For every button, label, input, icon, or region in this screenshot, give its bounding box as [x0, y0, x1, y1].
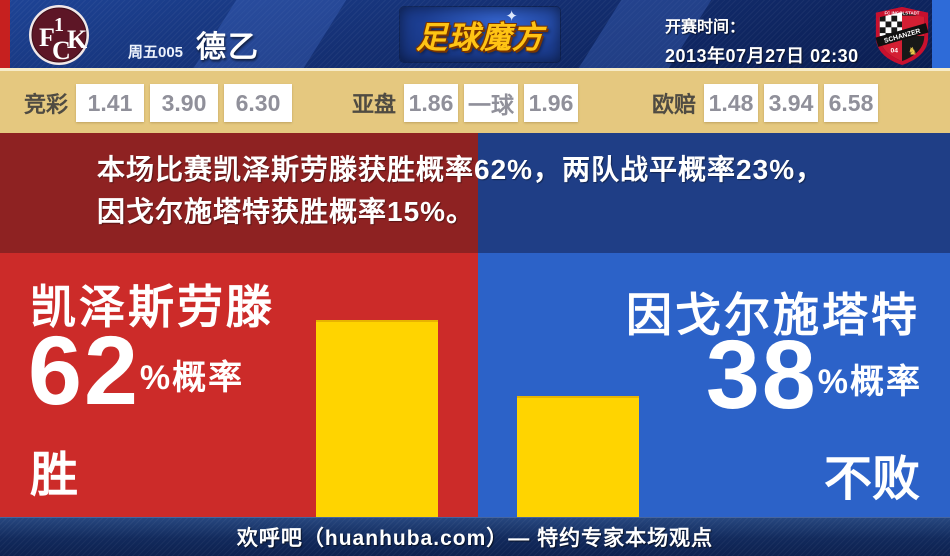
home-team-logo-icon: F 1 C K	[29, 5, 89, 65]
match-info: 周五005 德乙	[128, 22, 260, 66]
odds-group-oupei: 欧赔 1.48 3.94 6.58	[652, 84, 884, 122]
kickoff-time: 2013年07月27日 02:30	[665, 46, 859, 66]
odds-value-euro-away[interactable]: 6.58	[824, 84, 879, 122]
svg-text:K: K	[67, 25, 88, 54]
svg-text:FC INGOLSTADT: FC INGOLSTADT	[885, 11, 920, 16]
kickoff-info: 开赛时间： 2013年07月27日 02:30	[665, 13, 859, 68]
odds-label-oupei: 欧赔	[652, 92, 697, 117]
odds-value-euro-home[interactable]: 1.48	[704, 84, 759, 122]
away-color-stripe	[932, 0, 950, 68]
summary-band-home-bg	[0, 133, 478, 253]
home-percent-value: 62	[28, 316, 140, 425]
odds-value-home-win[interactable]: 1.41	[76, 84, 145, 122]
svg-text:1: 1	[54, 14, 64, 36]
odds-value-handicap-home[interactable]: 1.86	[404, 84, 459, 122]
brand-logo: ✦ 足球魔方	[400, 7, 560, 62]
odds-value-handicap-away[interactable]: 1.96	[524, 84, 579, 122]
probability-summary-band: 本场比赛凯泽斯劳滕获胜概率62%，两队战平概率23%， 因戈尔施塔特获胜概率15…	[0, 133, 950, 253]
prediction-panel: 凯泽斯劳滕 62 %概率 胜 因戈尔施塔特 38 %概率 不败	[0, 253, 950, 517]
probability-summary-text: 本场比赛凯泽斯劳滕获胜概率62%，两队战平概率23%， 因戈尔施塔特获胜概率15…	[97, 149, 927, 233]
league-name: 德乙	[196, 31, 261, 64]
odds-value-euro-draw[interactable]: 3.94	[764, 84, 819, 122]
away-probability-bar	[517, 396, 639, 517]
home-probability: 62 %概率	[28, 316, 245, 425]
home-outcome-label: 胜	[30, 449, 79, 502]
odds-value-away-win[interactable]: 6.30	[224, 84, 293, 122]
odds-label-jingcai: 竞彩	[24, 92, 69, 117]
odds-value-draw[interactable]: 3.90	[150, 84, 219, 122]
home-probability-bar	[316, 320, 438, 517]
home-color-stripe	[0, 0, 10, 68]
svg-text:♞: ♞	[908, 45, 918, 57]
summary-line-1: 本场比赛凯泽斯劳滕获胜概率62%，两队战平概率23%，	[97, 154, 825, 185]
svg-text:F: F	[39, 23, 55, 52]
kickoff-label: 开赛时间：	[665, 19, 746, 36]
header: F 1 C K 周五005 德乙 ✦ 足球魔方 开赛时间： 2013年07月27…	[0, 0, 950, 68]
footer: 欢呼吧（huanhuba.com）— 特约专家本场观点	[0, 517, 950, 556]
away-probability: 38 %概率	[705, 320, 922, 429]
away-percent-value: 38	[705, 320, 818, 429]
away-percent-suffix: %概率	[817, 362, 922, 401]
away-outcome-label: 不败	[823, 453, 920, 506]
odds-group-yapan: 亚盘 1.86 一球 1.96	[352, 84, 584, 122]
svg-text:04: 04	[890, 47, 898, 54]
home-team-name: 凯泽斯劳滕	[30, 281, 275, 333]
match-number: 周五005	[128, 44, 184, 61]
away-team-logo-icon: SCHANZER FC INGOLSTADT 04 ♞	[875, 6, 929, 66]
summary-band-away-bg	[478, 133, 950, 253]
sparkle-icon: ✦	[505, 8, 518, 25]
footer-site-text: 欢呼吧（huanhuba.com）— 特约专家本场观点	[236, 527, 714, 550]
svg-text:C: C	[52, 36, 71, 65]
odds-label-yapan: 亚盘	[352, 92, 397, 117]
odds-value-handicap-line[interactable]: 一球	[464, 84, 519, 122]
odds-bar: 竞彩 1.41 3.90 6.30 亚盘 1.86 一球 1.96 欧赔 1.4…	[0, 68, 950, 133]
summary-line-2: 因戈尔施塔特获胜概率15%。	[97, 196, 476, 227]
brand-logo-text: 足球魔方	[416, 20, 544, 55]
home-percent-suffix: %概率	[139, 358, 245, 397]
away-team-name: 因戈尔施塔特	[626, 289, 920, 341]
odds-group-jingcai: 竞彩 1.41 3.90 6.30	[24, 84, 298, 122]
